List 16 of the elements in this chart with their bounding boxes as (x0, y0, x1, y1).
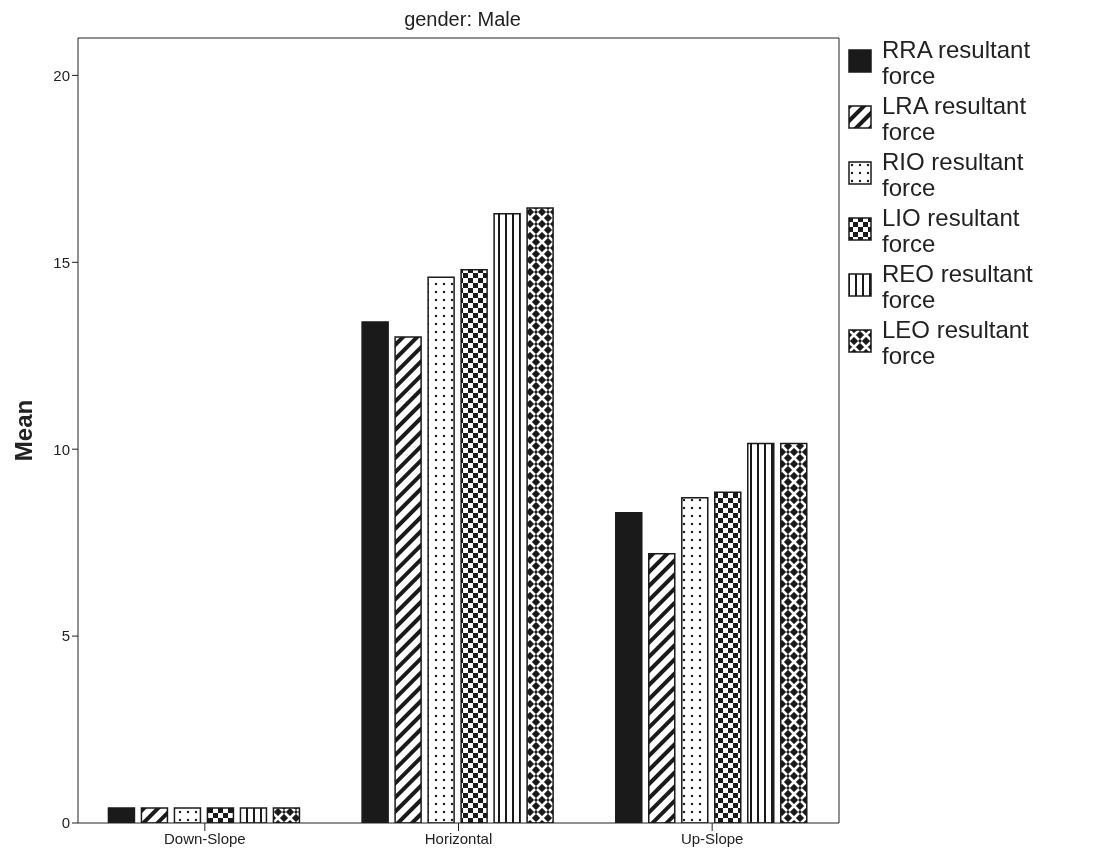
y-tick-label: 20 (53, 66, 70, 84)
legend-label: LEO resultant force (882, 316, 1030, 369)
chart-title: gender: Male (403, 8, 522, 31)
legend-label: RRA resultant force (882, 36, 1032, 89)
legend-label: REO resultant force (882, 260, 1034, 313)
legend-label: LRA resultant force (882, 92, 1028, 145)
y-tick-label: 0 (61, 814, 70, 832)
y-tick-label: 10 (53, 440, 70, 458)
legend-label: RIO resultant force (882, 148, 1025, 201)
y-tick-label: 5 (61, 627, 70, 645)
x-tick-label: Horizontal (424, 829, 493, 847)
y-tick-label: 15 (53, 253, 70, 271)
legend-label: LIO resultant force (882, 204, 1021, 257)
y-axis-title: Mean (9, 399, 37, 462)
x-tick-label: Down-Slope (163, 829, 246, 847)
x-tick-label: Up-Slope (680, 829, 744, 847)
